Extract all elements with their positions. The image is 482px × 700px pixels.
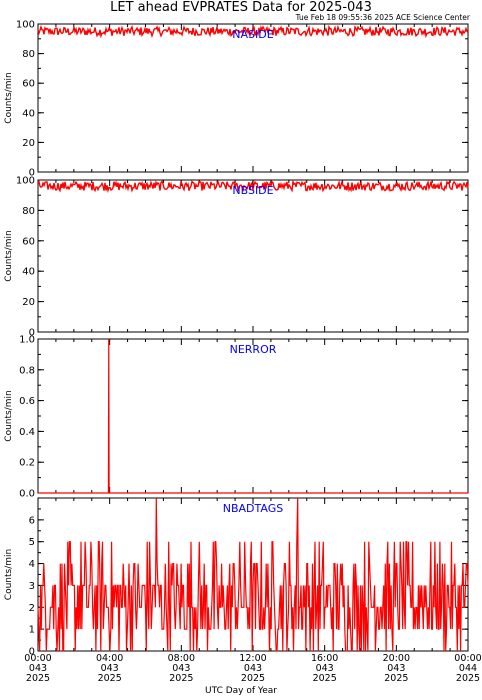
panel-label: NBADTAGS bbox=[223, 502, 283, 515]
y-tick-label: 0 bbox=[29, 168, 35, 179]
x-tick-label-year: 2025 bbox=[241, 673, 265, 684]
y-axis-title: Counts/min bbox=[4, 549, 14, 600]
y-axis-title: Counts/min bbox=[4, 390, 14, 441]
x-tick-label-doy: 043 bbox=[29, 663, 47, 674]
x-tick-label-year: 2025 bbox=[26, 673, 50, 684]
y-tick-label: 80 bbox=[22, 206, 35, 217]
panel-label: NERROR bbox=[230, 343, 277, 356]
x-tick-label-doy: 043 bbox=[172, 663, 190, 674]
y-tick-label: 20 bbox=[22, 138, 35, 149]
y-tick-label: 80 bbox=[22, 49, 35, 60]
chart-subtitle: Tue Feb 18 09:55:36 2025 ACE Science Cen… bbox=[295, 13, 470, 22]
y-tick-label: 20 bbox=[22, 297, 35, 308]
series-line-nbadtags bbox=[37, 497, 469, 652]
y-tick-label: 0 bbox=[29, 328, 35, 339]
y-tick-label: 60 bbox=[22, 79, 35, 90]
x-tick-label-year: 2025 bbox=[98, 673, 122, 684]
y-tick-label: 40 bbox=[22, 267, 35, 278]
y-tick-label: 0 bbox=[29, 647, 35, 658]
y-tick-label: 2 bbox=[29, 603, 35, 614]
y-tick-label: 4 bbox=[29, 559, 35, 570]
y-tick-label: 0.8 bbox=[19, 365, 35, 376]
y-axis-title: Counts/min bbox=[4, 72, 14, 123]
series-line-naside bbox=[37, 24, 469, 39]
panel-label: NBSIDE bbox=[232, 184, 273, 197]
x-axis-title: UTC Day of Year bbox=[205, 686, 277, 696]
y-axis-title: Counts/min bbox=[4, 230, 14, 281]
panel-label: NASIDE bbox=[232, 28, 273, 41]
y-tick-label: 1 bbox=[29, 625, 35, 636]
x-tick-label-year: 2025 bbox=[169, 673, 193, 684]
y-tick-label: 60 bbox=[22, 236, 35, 247]
x-tick-label-doy: 043 bbox=[244, 663, 262, 674]
x-tick-label-time: 08:00 bbox=[168, 653, 195, 664]
y-tick-label: 0.2 bbox=[19, 458, 35, 469]
x-tick-label-time: 00:00 bbox=[454, 653, 481, 664]
x-tick-label-time: 00:00 bbox=[24, 653, 51, 664]
x-tick-label-doy: 043 bbox=[101, 663, 119, 674]
y-tick-label: 1.0 bbox=[19, 335, 35, 346]
series-line-nbside bbox=[37, 179, 469, 194]
y-tick-label: 0.4 bbox=[19, 427, 35, 438]
x-tick-label-doy: 043 bbox=[316, 663, 334, 674]
x-tick-label-doy: 043 bbox=[387, 663, 405, 674]
x-tick-label-doy: 044 bbox=[459, 663, 477, 674]
y-tick-label: 100 bbox=[16, 20, 35, 31]
y-tick-label: 5 bbox=[29, 537, 35, 548]
plot-frame bbox=[37, 338, 469, 494]
y-tick-label: 6 bbox=[29, 515, 35, 526]
plot-frame bbox=[37, 23, 469, 173]
y-tick-label: 40 bbox=[22, 108, 35, 119]
x-tick-label-year: 2025 bbox=[384, 673, 408, 684]
y-tick-label: 3 bbox=[29, 581, 35, 592]
x-tick-label-time: 12:00 bbox=[239, 653, 266, 664]
x-tick-label-time: 16:00 bbox=[311, 653, 338, 664]
x-tick-label-time: 20:00 bbox=[383, 653, 410, 664]
chart-title: LET ahead EVPRATES Data for 2025-043 bbox=[110, 0, 372, 15]
y-tick-label: 0.0 bbox=[19, 489, 35, 500]
series-line-nerror bbox=[38, 338, 468, 494]
x-tick-label-year: 2025 bbox=[456, 673, 480, 684]
x-tick-label-time: 04:00 bbox=[96, 653, 123, 664]
x-tick-label-year: 2025 bbox=[313, 673, 337, 684]
y-tick-label: 0.6 bbox=[19, 396, 35, 407]
y-tick-label: 100 bbox=[16, 176, 35, 187]
plot-frame bbox=[37, 179, 469, 333]
